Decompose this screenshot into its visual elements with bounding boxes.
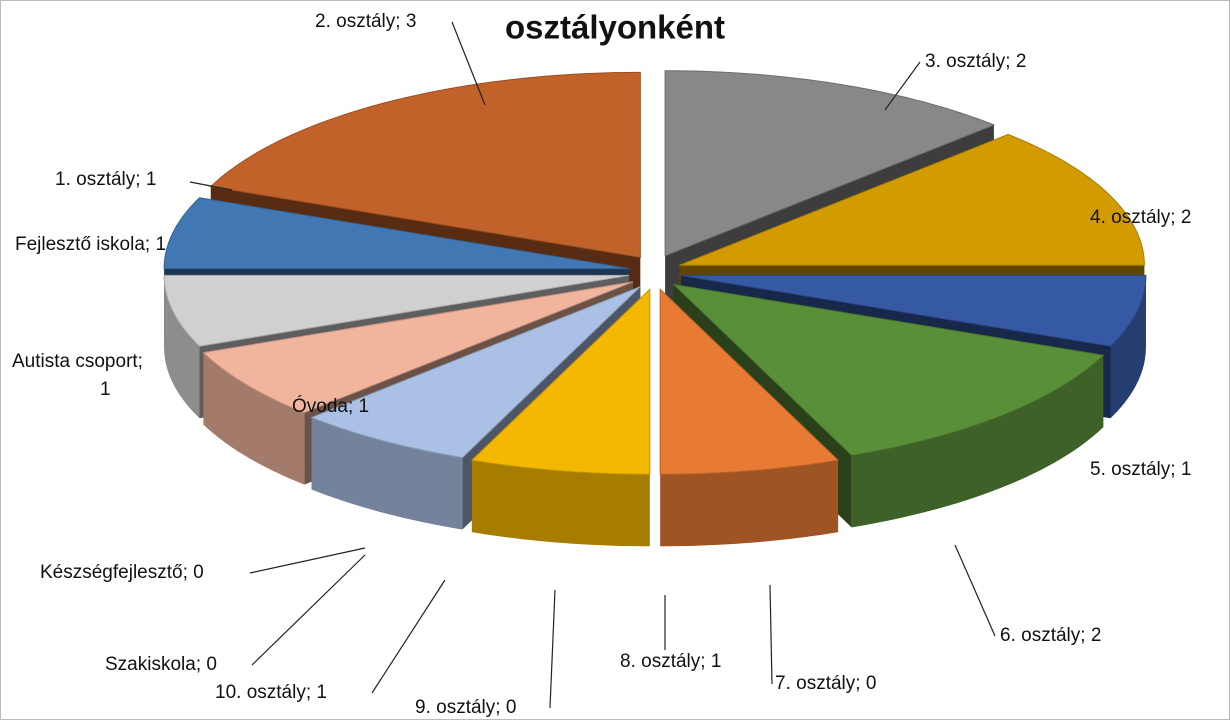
label-category: 8. osztály — [620, 651, 701, 672]
label-category: 3. osztály — [925, 51, 1006, 72]
leader-line — [249, 547, 366, 574]
label-separator: ; — [495, 697, 506, 718]
pie-labels: 3. osztály; 24. osztály; 25. osztály; 16… — [12, 11, 1191, 718]
label-value: 2 — [1181, 207, 1192, 228]
data-label: Óvoda; 1 — [292, 395, 369, 417]
label-category: 5. osztály — [1090, 459, 1171, 480]
pie-slice — [209, 71, 641, 258]
slice-wall — [471, 460, 650, 547]
leader-line — [549, 589, 556, 709]
data-label: 7. osztály; 0 — [775, 673, 876, 694]
label-value: 0 — [193, 562, 204, 583]
pie-slice — [659, 288, 840, 475]
label-value: 1 — [359, 396, 370, 417]
label-category: Fejlesztő iskola — [15, 234, 145, 255]
label-category: Szakiskola — [105, 654, 196, 675]
leader-line — [884, 61, 921, 111]
label-value: 0 — [206, 654, 217, 675]
label-value: 1 — [1181, 459, 1192, 480]
label-value: 1 — [100, 379, 111, 400]
chart-title: osztályonként — [505, 9, 725, 46]
label-separator: ; — [183, 562, 194, 583]
pie-slice — [163, 274, 630, 347]
data-label: 5. osztály; 1 — [1090, 459, 1191, 480]
label-category: 2. osztály — [315, 11, 396, 32]
label-category: 4. osztály — [1090, 207, 1171, 228]
slice-wall — [164, 275, 200, 419]
data-label: Készségfejlesztő; 0 — [40, 562, 204, 583]
data-label: 6. osztály; 2 — [1000, 625, 1101, 646]
pie-slice — [680, 274, 1147, 347]
label-separator: ; — [138, 351, 149, 372]
pie-slice — [202, 281, 634, 414]
label-category: Óvoda — [292, 395, 348, 417]
label-separator: ; — [1005, 51, 1016, 72]
leader-line — [371, 579, 446, 694]
label-value: 2 — [1016, 51, 1027, 72]
pie-slice — [470, 288, 651, 475]
data-label: Szakiskola; 0 — [105, 654, 217, 675]
leader-line — [954, 544, 996, 637]
data-label: 4. osztály; 2 — [1090, 207, 1191, 228]
label-value: 1 — [711, 651, 722, 672]
pie-slice — [664, 70, 996, 257]
data-label: Autista csoport; 1 — [12, 351, 148, 400]
leader-line — [251, 554, 366, 666]
label-value: 1 — [146, 169, 157, 190]
label-separator: ; — [348, 396, 359, 417]
label-category: Készségfejlesztő — [40, 562, 183, 583]
label-separator: ; — [306, 682, 317, 703]
data-label: 9. osztály; 0 — [415, 697, 516, 718]
pie-slice — [310, 286, 641, 459]
label-value: 1 — [155, 234, 166, 255]
pie-slice — [163, 197, 630, 270]
label-category: 10. osztály — [215, 682, 306, 703]
data-label: 8. osztály; 1 — [620, 651, 721, 672]
label-value: 1 — [316, 682, 327, 703]
data-label: 3. osztály; 2 — [925, 51, 1026, 72]
slice-wall — [311, 417, 463, 530]
data-label: 1. osztály; 1 — [55, 169, 156, 190]
data-label: 2. osztály; 3 — [315, 11, 416, 32]
label-separator: ; — [145, 234, 156, 255]
leader-line — [189, 181, 233, 191]
leader-line — [451, 21, 486, 106]
data-label: 10. osztály; 1 — [215, 682, 327, 703]
label-separator: ; — [1170, 459, 1181, 480]
label-separator: ; — [700, 651, 711, 672]
label-value: 0 — [506, 697, 517, 718]
label-category: 6. osztály — [1000, 625, 1081, 646]
data-label: Fejlesztő iskola; 1 — [15, 234, 166, 255]
pie-tops — [163, 70, 1147, 475]
label-category: Autista csoport — [12, 351, 138, 372]
label-category: 7. osztály — [775, 673, 856, 694]
slice-wall — [203, 352, 305, 485]
label-separator: ; — [855, 673, 866, 694]
pie-slice — [679, 133, 1145, 266]
label-separator: ; — [196, 654, 207, 675]
label-value: 0 — [866, 673, 877, 694]
label-separator: ; — [395, 11, 406, 32]
label-separator: ; — [1170, 207, 1181, 228]
label-value: 3 — [406, 11, 417, 32]
label-category: 9. osztály — [415, 697, 496, 718]
label-separator: ; — [135, 169, 146, 190]
label-separator: ; — [1080, 625, 1091, 646]
leader-line — [769, 584, 773, 685]
label-value: 2 — [1091, 625, 1102, 646]
label-category: 1. osztály — [55, 169, 136, 190]
slice-wall — [660, 460, 839, 547]
pie-slice — [672, 283, 1105, 456]
slice-wall — [1110, 275, 1146, 419]
